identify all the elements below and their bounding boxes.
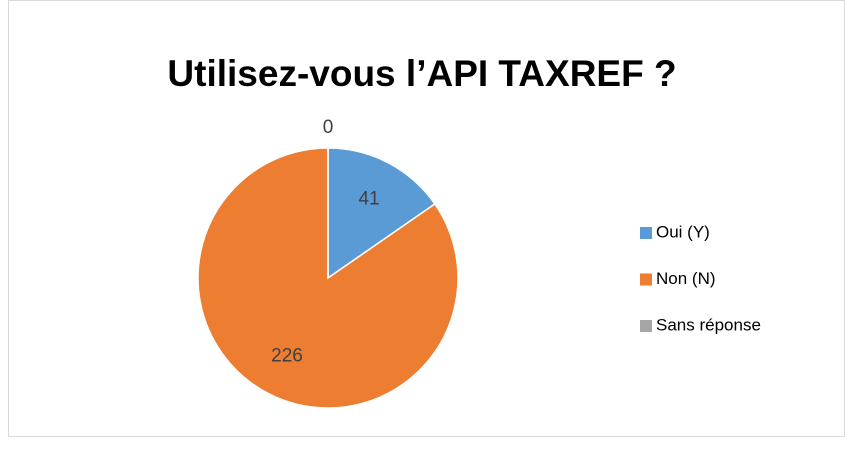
legend-label: Sans réponse [656,315,761,334]
pie-slice [327,147,436,280]
legend-swatch [640,227,652,239]
legend-label: Oui (Y) [656,222,710,241]
data-label: 0 [323,117,334,138]
data-label: 41 [358,189,379,210]
data-label: 226 [271,345,303,366]
legend-swatch [640,273,652,286]
legend-label: Non (N) [656,269,716,288]
legend-swatch [640,320,652,332]
chart-title: Utilisez-vous l’API TAXREF ? [167,53,676,94]
